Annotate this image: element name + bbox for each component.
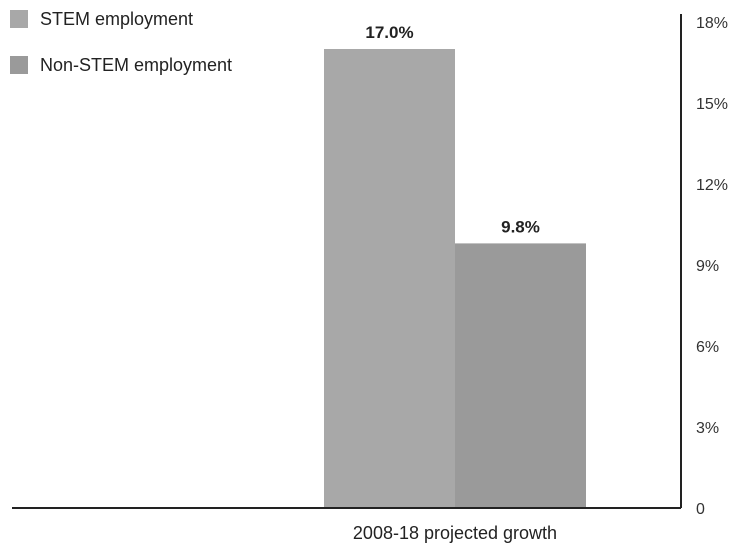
legend: STEM employment Non-STEM employment xyxy=(10,9,232,75)
legend-swatch-2 xyxy=(10,56,28,74)
data-label-2: 9.8% xyxy=(501,217,540,236)
y-tick-label: 9% xyxy=(696,258,719,275)
y-tick-label: 18% xyxy=(696,15,728,32)
bar-2 xyxy=(455,243,586,508)
data-label-1: 17.0% xyxy=(365,23,413,42)
legend-swatch-1 xyxy=(10,10,28,28)
y-tick-label: 0 xyxy=(696,501,705,518)
bars xyxy=(324,49,586,508)
y-tick-label: 12% xyxy=(696,177,728,194)
category-label: 2008-18 projected growth xyxy=(353,523,557,543)
legend-label-2: Non-STEM employment xyxy=(40,55,232,75)
data-labels: 17.0% 9.8% xyxy=(365,23,539,236)
axes: 2008-18 projected growth 0 3% 6% 9% 12% 15% 18% xyxy=(12,14,728,543)
y-tick-label: 15% xyxy=(696,96,728,113)
y-tick-label: 3% xyxy=(696,420,719,437)
y-tick-label: 6% xyxy=(696,339,719,356)
bar-1 xyxy=(324,49,455,508)
legend-label-1: STEM employment xyxy=(40,9,193,29)
